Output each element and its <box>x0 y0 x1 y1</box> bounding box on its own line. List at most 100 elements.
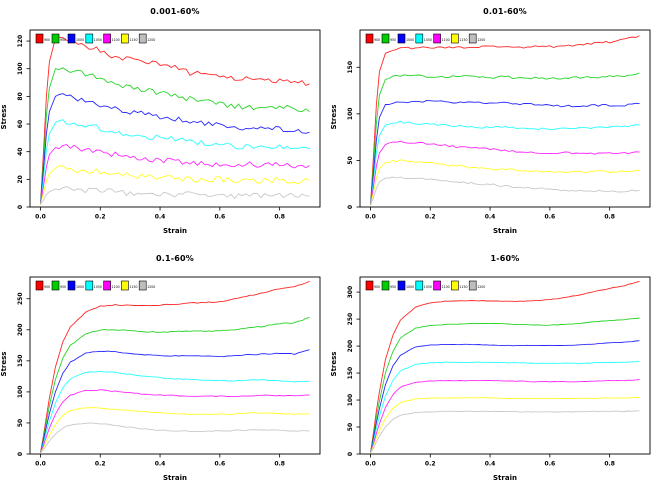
y-tick-label: 150 <box>347 367 354 380</box>
y-tick-label: 50 <box>347 156 354 164</box>
legend-swatch <box>35 280 44 291</box>
legend-swatch <box>451 33 459 44</box>
x-tick-label: 0.4 <box>155 214 166 221</box>
y-tick-label: 100 <box>17 386 24 399</box>
legend-swatch <box>433 33 441 44</box>
legend-swatch <box>121 33 129 44</box>
legend-label: 1000 <box>406 38 414 42</box>
legend-label: 950 <box>60 38 66 42</box>
legend-label: 1150 <box>459 38 467 42</box>
legend-swatch <box>433 280 441 291</box>
legend-swatch <box>468 33 477 44</box>
series-line-1200 <box>370 176 640 206</box>
x-tick-label: 0.0 <box>35 214 46 221</box>
legend-swatch <box>85 280 94 291</box>
legend-swatch <box>468 280 477 291</box>
legend-swatch <box>67 280 76 291</box>
legend-label: 900 <box>44 38 50 42</box>
y-axis-label: Stress <box>330 104 338 130</box>
legend-swatch <box>51 280 60 291</box>
legend-label: 1200 <box>147 38 155 42</box>
series-line-950 <box>40 316 310 453</box>
y-tick-label: 150 <box>17 355 24 368</box>
panel-title: 0.001-60% <box>150 7 200 16</box>
x-tick-label: 0.8 <box>604 214 615 221</box>
x-tick-label: 0.0 <box>35 461 46 468</box>
panel-0.1-60: 0.1-60% 0.0 0.2 0.4 0.6 0.8 0 50 100 150 200 250 90… <box>0 247 330 495</box>
panel-title: 0.01-60% <box>483 7 527 16</box>
series-line-900 <box>40 280 310 453</box>
series-line-950 <box>370 317 640 453</box>
legend-label: 1050 <box>424 285 432 289</box>
series-line-1100 <box>370 140 640 206</box>
series-line-1200 <box>40 422 310 454</box>
x-tick-label: 0.2 <box>425 461 436 468</box>
x-axis-label: Strain <box>493 474 517 482</box>
y-tick-label: 80 <box>17 92 24 100</box>
panel-title: 1-60% <box>490 254 520 263</box>
series-line-1050 <box>370 120 640 206</box>
series-line-1150 <box>40 407 310 454</box>
series-line-950 <box>40 67 310 205</box>
legend-label: 1200 <box>147 285 155 289</box>
series-line-1100 <box>40 389 310 453</box>
series-line-1100 <box>40 144 310 205</box>
panel-0.01-60: 0.01-60% 0.0 0.2 0.4 0.6 0.8 0 50 100 150 900 950 1… <box>330 0 660 247</box>
x-tick-label: 0.0 <box>365 214 376 221</box>
legend-label: 1000 <box>406 285 414 289</box>
legend-swatch <box>121 280 129 291</box>
y-tick-label: 0 <box>347 205 354 209</box>
legend-swatch <box>103 33 111 44</box>
series-line-1000 <box>40 93 310 205</box>
x-tick-label: 0.2 <box>95 461 106 468</box>
plot-box <box>29 276 321 455</box>
series-line-1050 <box>370 360 640 454</box>
legend-label: 900 <box>44 285 50 289</box>
panel-title: 0.1-60% <box>155 254 195 263</box>
legend-swatch <box>138 33 147 44</box>
series-line-1050 <box>40 119 310 205</box>
legend-label: 1000 <box>76 285 84 289</box>
plot-svg-0: 0.0 0.2 0.4 0.6 0.8 0 20 40 60 80 100 120 900 950 1000… <box>17 29 321 221</box>
legend-swatch <box>397 33 406 44</box>
series-line-900 <box>370 35 640 206</box>
x-axis-label: Strain <box>163 227 187 235</box>
legend-label: 1050 <box>94 38 102 42</box>
panel-1-60: 1-60% 0.0 0.2 0.4 0.6 0.8 0 50 100 150 200 250 300 9… <box>330 247 660 495</box>
y-tick-label: 0 <box>17 205 24 209</box>
x-tick-label: 0.4 <box>485 214 496 221</box>
x-tick-label: 0.2 <box>95 214 106 221</box>
series-line-1100 <box>370 379 640 454</box>
plot-svg-2: 0.0 0.2 0.4 0.6 0.8 0 50 100 150 200 250 900 950 1000… <box>17 276 321 468</box>
x-tick-label: 0.6 <box>215 214 226 221</box>
legend-swatch <box>85 33 94 44</box>
y-tick-label: 150 <box>347 61 354 74</box>
y-tick-label: 0 <box>17 452 24 456</box>
x-tick-label: 0.8 <box>274 214 285 221</box>
legend-label: 950 <box>390 38 396 42</box>
legend-swatch <box>381 33 390 44</box>
series-line-1150 <box>40 165 310 205</box>
y-tick-label: 40 <box>17 148 24 156</box>
legend-swatch <box>415 280 424 291</box>
legend-swatch <box>365 33 374 44</box>
x-tick-label: 0.0 <box>365 461 376 468</box>
x-axis-label: Strain <box>493 227 517 235</box>
legend-label: 1200 <box>477 38 485 42</box>
legend-label: 1150 <box>459 285 467 289</box>
y-tick-label: 100 <box>17 62 24 75</box>
legend-swatch <box>103 280 111 291</box>
legend-label: 1100 <box>442 285 450 289</box>
y-tick-label: 120 <box>17 35 24 48</box>
series-line-1000 <box>40 349 310 453</box>
legend-label: 1050 <box>424 38 432 42</box>
series-line-1000 <box>370 100 640 206</box>
legend-swatch <box>35 33 44 44</box>
y-tick-label: 100 <box>347 394 354 407</box>
x-tick-label: 0.4 <box>485 461 496 468</box>
y-tick-label: 200 <box>17 324 24 337</box>
legend-label: 1150 <box>129 38 137 42</box>
legend-label: 1100 <box>112 38 120 42</box>
y-tick-label: 20 <box>17 175 24 183</box>
